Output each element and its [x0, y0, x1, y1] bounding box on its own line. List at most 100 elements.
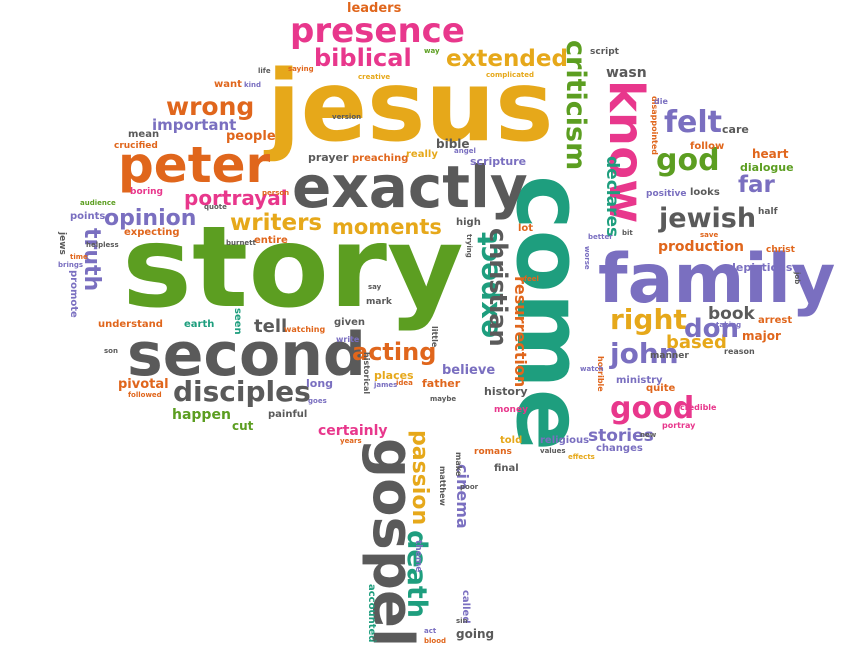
word: given: [334, 317, 366, 328]
word: believe: [442, 363, 496, 378]
word: helpless: [86, 241, 119, 249]
word: script: [590, 47, 619, 57]
word: felt: [664, 105, 723, 140]
word: worse: [583, 246, 591, 270]
word: lot: [518, 223, 534, 234]
word: blood: [424, 637, 447, 645]
word: effects: [568, 453, 595, 461]
word: second: [127, 320, 366, 390]
word: going: [456, 627, 495, 641]
word: passion: [407, 430, 432, 526]
word: points: [70, 211, 106, 222]
word: high: [456, 217, 481, 228]
word: crucified: [114, 141, 158, 151]
word: screen: [372, 635, 399, 643]
word: theme: [413, 540, 423, 573]
word: maybe: [430, 395, 457, 403]
word: disciples: [173, 375, 311, 408]
word: leaders: [347, 1, 402, 16]
word: kind: [244, 81, 262, 89]
word: version: [332, 113, 362, 121]
word: stories: [588, 426, 654, 446]
word: better: [588, 233, 613, 241]
word: boring: [130, 187, 163, 197]
word: preaching: [352, 153, 409, 164]
word: time: [70, 253, 88, 261]
word: major: [742, 329, 781, 343]
word: act: [424, 627, 437, 635]
word: feel: [524, 275, 539, 283]
word: want: [214, 79, 242, 90]
word: jesus: [267, 50, 554, 164]
word: write: [336, 335, 360, 344]
word: final: [494, 463, 519, 474]
word: bit: [622, 229, 633, 237]
word: father: [422, 377, 461, 390]
word: history: [484, 385, 528, 398]
word: accounted: [366, 584, 377, 643]
word: depictions: [728, 261, 793, 274]
word: criticism: [560, 40, 591, 171]
word: manner: [650, 351, 689, 361]
word: pivotal: [118, 377, 169, 392]
word: really: [406, 149, 438, 160]
word: far: [738, 172, 775, 198]
word: wasn: [606, 65, 647, 81]
word: exactly: [292, 153, 528, 221]
word: book: [708, 304, 755, 324]
word: christ: [766, 245, 795, 255]
word: god: [656, 143, 720, 178]
word: positive: [646, 189, 687, 199]
word: wrong: [166, 92, 255, 121]
word: matthew: [438, 466, 447, 506]
word: son: [104, 347, 118, 355]
word: jews: [57, 232, 67, 255]
word: understand: [98, 319, 163, 330]
word: certainly: [318, 423, 388, 439]
word: resurrection: [511, 276, 530, 388]
word: credible: [680, 403, 717, 412]
word: ministry: [616, 375, 663, 386]
word: earth: [184, 319, 215, 330]
word: creative: [358, 73, 391, 81]
word: save: [700, 231, 719, 239]
word: romans: [474, 447, 512, 457]
word: horrible: [596, 356, 605, 392]
word: seen: [232, 308, 243, 335]
word: bible: [436, 137, 470, 151]
word: die: [654, 97, 668, 106]
word: acting: [352, 338, 437, 366]
word: burnett: [226, 239, 256, 247]
word: job: [793, 272, 801, 285]
word: mark: [366, 297, 392, 307]
word: angel: [454, 147, 476, 155]
word: mean: [128, 129, 160, 140]
word: half: [758, 207, 778, 217]
word: make: [454, 452, 463, 477]
word: new: [640, 431, 657, 439]
word: reason: [724, 347, 755, 356]
word: peter: [118, 136, 271, 194]
word: years: [340, 437, 362, 445]
word: watch: [580, 365, 604, 373]
word: production: [658, 239, 744, 255]
word: long: [306, 377, 334, 390]
word: brings: [58, 261, 84, 269]
word: values: [540, 447, 566, 455]
word: arrest: [758, 315, 793, 326]
word: happen: [172, 407, 231, 423]
word: money: [494, 405, 528, 415]
word: john: [610, 337, 679, 370]
word: opinion: [104, 206, 197, 231]
word: sin: [456, 617, 468, 625]
word: quite: [646, 383, 676, 394]
word: goes: [308, 397, 327, 405]
word: story: [122, 203, 464, 333]
word: entire: [254, 235, 288, 246]
word: important: [152, 116, 237, 134]
word: changes: [596, 443, 643, 454]
word: say: [368, 283, 382, 291]
word: religious: [540, 435, 590, 446]
word: life: [258, 67, 271, 75]
word: looks: [690, 187, 720, 198]
